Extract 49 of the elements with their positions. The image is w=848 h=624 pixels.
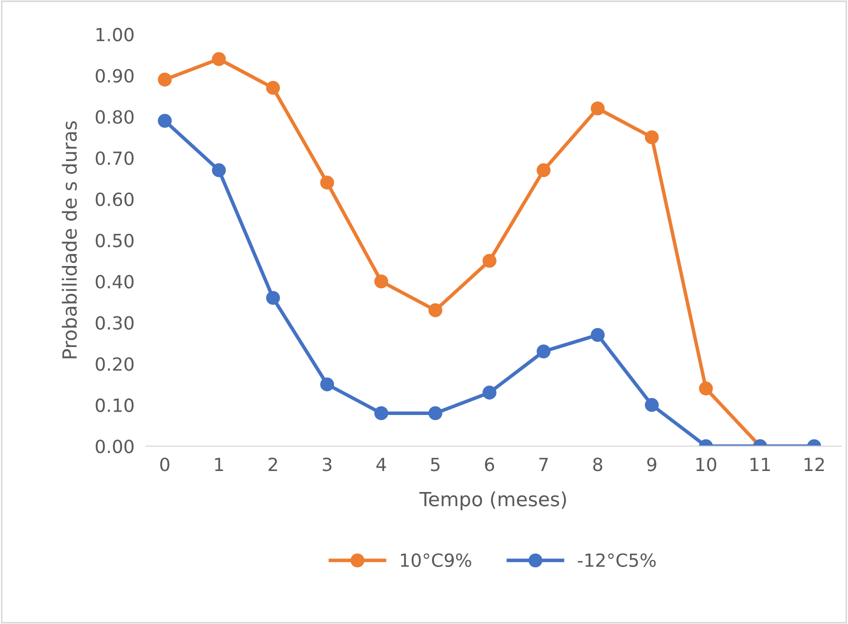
point [374, 406, 388, 420]
point [644, 130, 659, 144]
point [536, 344, 551, 358]
x-tick-label: 12 [804, 458, 824, 471]
x-tick-label: 11 [750, 458, 770, 471]
y-tick-label: 0.80 [96, 110, 134, 124]
point [212, 52, 226, 66]
point [374, 274, 388, 288]
point [158, 114, 172, 128]
point [590, 102, 605, 116]
y-tick-label: 0.60 [96, 192, 134, 206]
point [428, 406, 442, 420]
x-tick-label: 5 [431, 458, 440, 472]
y-tick-label: 0.10 [96, 398, 134, 412]
y-tick-label: 1.00 [96, 28, 134, 42]
point [428, 303, 442, 318]
x-tick-label: 9 [647, 458, 656, 472]
point [320, 176, 334, 190]
point [644, 398, 659, 412]
x-tick-label: 10 [696, 458, 716, 472]
x-tick-label: 8 [593, 458, 602, 472]
point [266, 80, 280, 95]
y-axis-title: Probabilidade de s duras [62, 121, 77, 358]
x-tick-label: 1 [215, 458, 223, 471]
point [482, 254, 496, 268]
x-tick-label: 4 [376, 458, 386, 471]
point [266, 290, 280, 305]
point [320, 377, 334, 392]
point [212, 163, 226, 178]
y-tick-label: 0.90 [96, 68, 134, 83]
point [590, 328, 605, 342]
x-tick-label: 6 [484, 458, 494, 472]
y-tick-label: 0.30 [96, 316, 134, 330]
y-tick-label: 0.40 [96, 274, 134, 289]
x-tick-label: 2 [268, 458, 277, 471]
y-tick-label: 0.20 [96, 357, 134, 371]
x-tick-label: 7 [539, 458, 548, 471]
point [698, 382, 713, 396]
legend-label: 10°C9% [400, 553, 472, 567]
y-tick-label: 0.50 [96, 234, 134, 248]
y-tick-label: 0.00 [96, 440, 134, 454]
x-tick-label: 0 [160, 458, 170, 472]
point [158, 72, 172, 87]
point [536, 163, 551, 178]
legend-label: -12°C5% [578, 553, 656, 567]
x-axis-title: Tempo (meses) [419, 491, 566, 510]
x-tick-label: 3 [322, 458, 332, 472]
y-tick-label: 0.70 [96, 151, 134, 165]
point [482, 386, 496, 400]
